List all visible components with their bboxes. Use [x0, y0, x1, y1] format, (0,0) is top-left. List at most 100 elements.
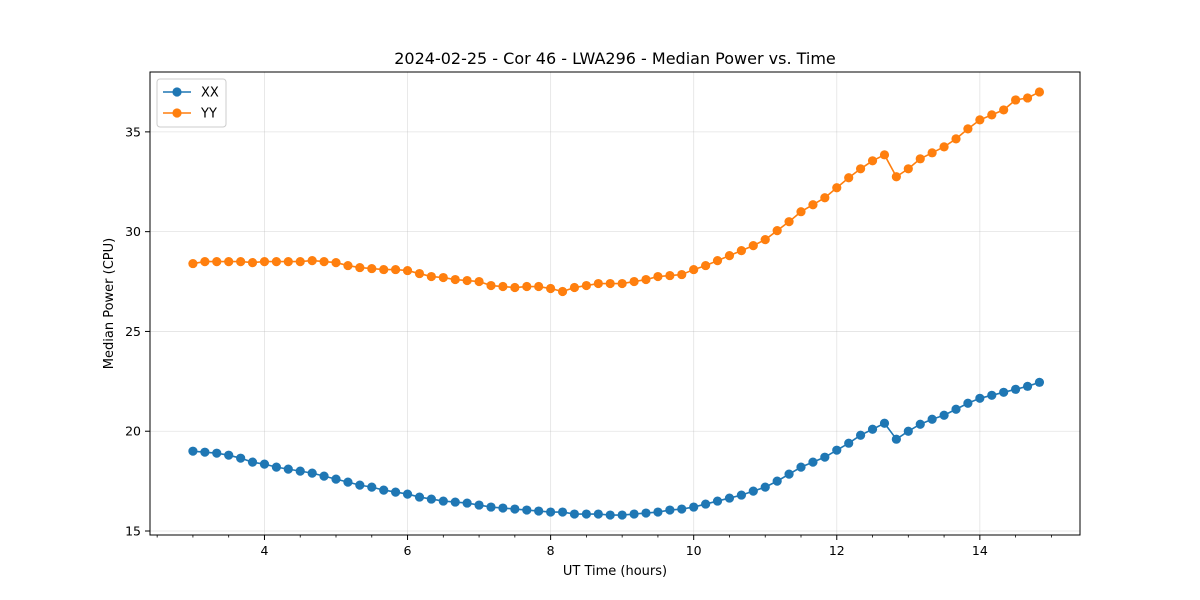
data-point-yy	[796, 207, 806, 217]
data-point-xx	[844, 438, 854, 448]
data-point-xx	[820, 452, 830, 462]
data-point-xx	[247, 457, 258, 467]
data-point-yy	[939, 142, 949, 152]
data-point-xx	[784, 469, 794, 479]
data-point-xx	[951, 404, 961, 414]
legend-marker-yy	[172, 108, 182, 118]
series-layer	[188, 87, 1045, 520]
y-tick-label: 20	[125, 424, 141, 439]
data-point-yy	[867, 156, 878, 166]
data-point-yy	[1034, 87, 1045, 97]
data-point-yy	[438, 272, 448, 283]
data-point-xx	[772, 476, 782, 486]
data-point-yy	[820, 193, 830, 203]
data-point-yy	[295, 256, 305, 267]
data-point-yy	[319, 256, 329, 267]
data-point-yy	[855, 164, 866, 174]
data-point-yy	[259, 256, 270, 267]
data-point-xx	[796, 462, 806, 472]
data-point-xx	[653, 507, 663, 517]
data-point-xx	[629, 509, 639, 519]
data-point-yy	[844, 173, 854, 183]
data-point-xx	[581, 509, 591, 519]
data-point-yy	[212, 256, 222, 267]
data-point-xx	[402, 489, 413, 499]
data-point-xx	[1011, 384, 1021, 394]
data-point-yy	[343, 260, 353, 271]
y-tick-label: 15	[125, 524, 141, 539]
data-point-yy	[677, 269, 687, 280]
data-point-xx	[677, 504, 687, 514]
data-point-yy	[617, 278, 627, 289]
data-point-xx	[307, 468, 317, 478]
data-point-yy	[808, 200, 818, 210]
data-point-yy	[653, 271, 663, 282]
data-point-xx	[617, 510, 627, 520]
data-point-xx	[343, 477, 353, 487]
data-point-xx	[200, 447, 210, 457]
data-point-yy	[903, 164, 913, 174]
data-point-xx	[534, 506, 544, 516]
data-point-yy	[498, 281, 508, 292]
legend-marker-xx	[172, 87, 182, 97]
data-point-yy	[510, 282, 520, 293]
data-point-xx	[712, 496, 723, 506]
data-point-yy	[224, 256, 234, 267]
data-point-yy	[367, 263, 377, 274]
data-point-xx	[271, 462, 282, 472]
y-tick-label: 25	[125, 324, 141, 339]
data-point-xx	[379, 485, 389, 495]
x-tick-label: 8	[547, 543, 555, 558]
x-tick-label: 4	[260, 543, 268, 558]
data-point-xx	[1022, 381, 1033, 391]
data-point-xx	[915, 419, 925, 429]
x-tick-label: 12	[829, 543, 845, 558]
data-point-yy	[748, 241, 758, 251]
data-point-yy	[462, 275, 472, 286]
data-point-yy	[951, 134, 961, 144]
data-point-xx	[569, 509, 580, 519]
data-point-yy	[557, 286, 568, 297]
data-point-xx	[438, 496, 448, 506]
data-point-yy	[701, 260, 711, 271]
data-point-xx	[236, 453, 246, 463]
data-point-yy	[1022, 93, 1033, 103]
data-point-xx	[331, 474, 341, 484]
legend-label-xx: XX	[201, 86, 219, 101]
data-point-yy	[355, 262, 365, 273]
y-tick-label: 30	[125, 224, 141, 239]
data-point-yy	[534, 281, 544, 292]
data-point-yy	[641, 274, 651, 285]
data-point-xx	[832, 445, 842, 455]
data-point-yy	[987, 110, 997, 120]
data-point-xx	[605, 510, 615, 520]
data-point-xx	[188, 446, 198, 456]
data-point-xx	[736, 490, 747, 500]
data-point-xx	[724, 493, 735, 503]
data-point-yy	[927, 148, 937, 158]
data-point-xx	[891, 434, 901, 444]
grid	[150, 72, 1080, 535]
x-tick-label: 6	[404, 543, 412, 558]
data-point-yy	[832, 183, 842, 193]
data-point-yy	[283, 256, 293, 267]
data-point-yy	[712, 255, 723, 266]
data-point-xx	[426, 494, 436, 504]
data-point-xx	[975, 393, 985, 403]
data-point-yy	[975, 115, 985, 125]
data-point-xx	[486, 502, 496, 512]
data-point-xx	[808, 457, 818, 467]
y-tick-label: 35	[125, 124, 141, 139]
data-point-yy	[307, 255, 317, 266]
x-tick-label: 14	[972, 543, 988, 558]
data-point-xx	[939, 410, 949, 420]
data-point-yy	[689, 264, 699, 275]
data-point-xx	[903, 426, 913, 436]
data-point-yy	[402, 265, 413, 276]
data-point-yy	[736, 246, 747, 256]
data-point-xx	[367, 482, 377, 492]
data-point-yy	[772, 226, 782, 236]
data-point-xx	[987, 390, 997, 400]
axis-ticks: 4 6 8 10 12 14 15 20 25 30 35	[125, 124, 1052, 558]
